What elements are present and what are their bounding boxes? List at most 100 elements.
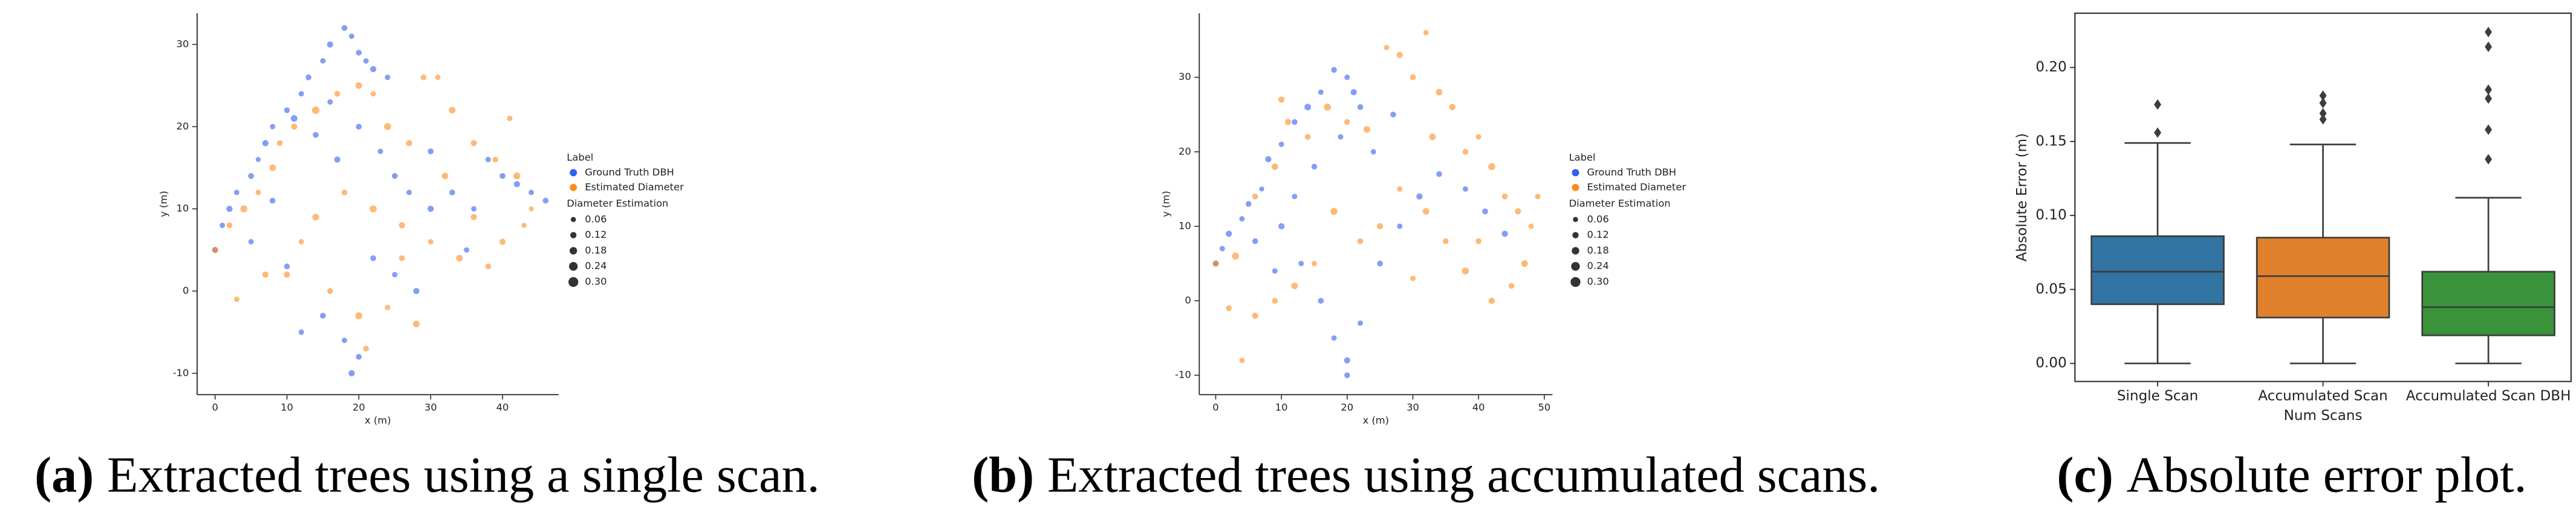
point bbox=[1264, 156, 1272, 163]
point bbox=[1330, 335, 1338, 341]
x-tick-label: 40 bbox=[1472, 401, 1485, 413]
point bbox=[1350, 88, 1358, 96]
point bbox=[427, 205, 435, 213]
x-tick-label: 40 bbox=[496, 401, 509, 413]
point bbox=[1520, 260, 1529, 267]
point bbox=[1238, 357, 1246, 364]
legend-size-label: 0.18 bbox=[585, 244, 607, 256]
caption-text: Absolute error plot. bbox=[2127, 447, 2527, 503]
outlier bbox=[2485, 124, 2493, 135]
caption-label: (a) bbox=[34, 447, 94, 503]
point bbox=[521, 222, 527, 229]
outlier bbox=[2319, 114, 2327, 125]
outlier bbox=[2485, 27, 2493, 38]
point bbox=[1311, 260, 1318, 267]
outlier bbox=[2485, 41, 2493, 53]
point bbox=[1508, 282, 1515, 290]
point bbox=[268, 163, 277, 172]
legend-size-marker bbox=[570, 232, 577, 238]
point bbox=[1442, 237, 1449, 245]
point bbox=[391, 271, 398, 278]
point bbox=[1448, 103, 1456, 111]
point bbox=[398, 221, 406, 229]
point bbox=[319, 312, 327, 320]
y-axis-label: y (m) bbox=[158, 191, 169, 217]
point bbox=[369, 65, 377, 73]
point bbox=[327, 287, 334, 295]
y-axis-label: Absolute Error (m) bbox=[2014, 133, 2030, 261]
legend-size-marker bbox=[1572, 232, 1579, 238]
point bbox=[1396, 51, 1403, 59]
point bbox=[1231, 252, 1240, 260]
point bbox=[384, 304, 391, 311]
point bbox=[1251, 312, 1259, 320]
point bbox=[211, 246, 219, 254]
point bbox=[239, 205, 248, 213]
x-tick-label: 20 bbox=[353, 401, 365, 413]
outlier bbox=[2154, 99, 2162, 110]
point bbox=[1396, 186, 1403, 192]
y-tick-label: 0 bbox=[1185, 295, 1191, 306]
y-tick-label: 0.15 bbox=[2035, 133, 2066, 149]
caption-text: Extracted trees using a single scan. bbox=[107, 447, 820, 503]
point bbox=[1344, 372, 1351, 379]
point bbox=[470, 213, 478, 221]
point bbox=[1461, 267, 1470, 275]
legend-label: Ground Truth DBH bbox=[585, 166, 674, 178]
outlier bbox=[2319, 108, 2327, 119]
legend-size-label: 0.30 bbox=[585, 276, 607, 287]
legend-size-marker bbox=[569, 262, 578, 271]
point bbox=[327, 99, 334, 105]
point bbox=[355, 353, 363, 361]
outlier bbox=[2154, 127, 2162, 138]
point bbox=[528, 189, 535, 196]
point bbox=[1225, 304, 1232, 312]
x-tick-label: 10 bbox=[1275, 401, 1288, 413]
point bbox=[290, 123, 298, 131]
y-tick-label: -10 bbox=[173, 367, 189, 378]
point bbox=[513, 180, 521, 188]
outlier bbox=[2319, 90, 2327, 101]
x-tick-label: 0 bbox=[212, 401, 218, 413]
point bbox=[311, 213, 320, 221]
point bbox=[255, 156, 261, 163]
point bbox=[333, 156, 341, 163]
y-tick-label: 30 bbox=[177, 38, 189, 50]
point bbox=[406, 189, 412, 196]
point bbox=[1363, 125, 1371, 134]
point bbox=[470, 139, 478, 147]
point bbox=[355, 49, 363, 56]
legend-size-marker bbox=[568, 277, 579, 287]
point bbox=[1291, 118, 1298, 126]
point bbox=[1428, 133, 1437, 141]
point bbox=[1343, 356, 1351, 364]
point bbox=[1337, 133, 1344, 140]
legend-marker bbox=[570, 169, 577, 177]
point bbox=[1357, 320, 1364, 327]
point bbox=[1422, 29, 1429, 36]
y-tick-label: 20 bbox=[177, 120, 189, 132]
point bbox=[283, 270, 291, 278]
legend-marker bbox=[1572, 183, 1579, 191]
legend-size-title: Diameter Estimation bbox=[567, 197, 668, 209]
point bbox=[1212, 260, 1220, 267]
x-tick-label: Accumulated Scan bbox=[2258, 388, 2387, 404]
point bbox=[1344, 118, 1351, 126]
point bbox=[463, 246, 470, 254]
point bbox=[283, 107, 291, 114]
point bbox=[1475, 133, 1482, 140]
point bbox=[354, 312, 363, 320]
x-tick-label: 30 bbox=[424, 401, 437, 413]
point bbox=[1488, 297, 1495, 304]
legend-size-label: 0.18 bbox=[1587, 244, 1608, 256]
point bbox=[247, 172, 255, 180]
legend-size-marker bbox=[1571, 262, 1580, 271]
point bbox=[1482, 208, 1489, 215]
point bbox=[348, 33, 355, 40]
point bbox=[311, 106, 320, 115]
point bbox=[1318, 89, 1324, 96]
x-axis-label: Num Scans bbox=[2284, 408, 2363, 424]
y-tick-label: 30 bbox=[1179, 71, 1191, 82]
point bbox=[340, 24, 348, 31]
